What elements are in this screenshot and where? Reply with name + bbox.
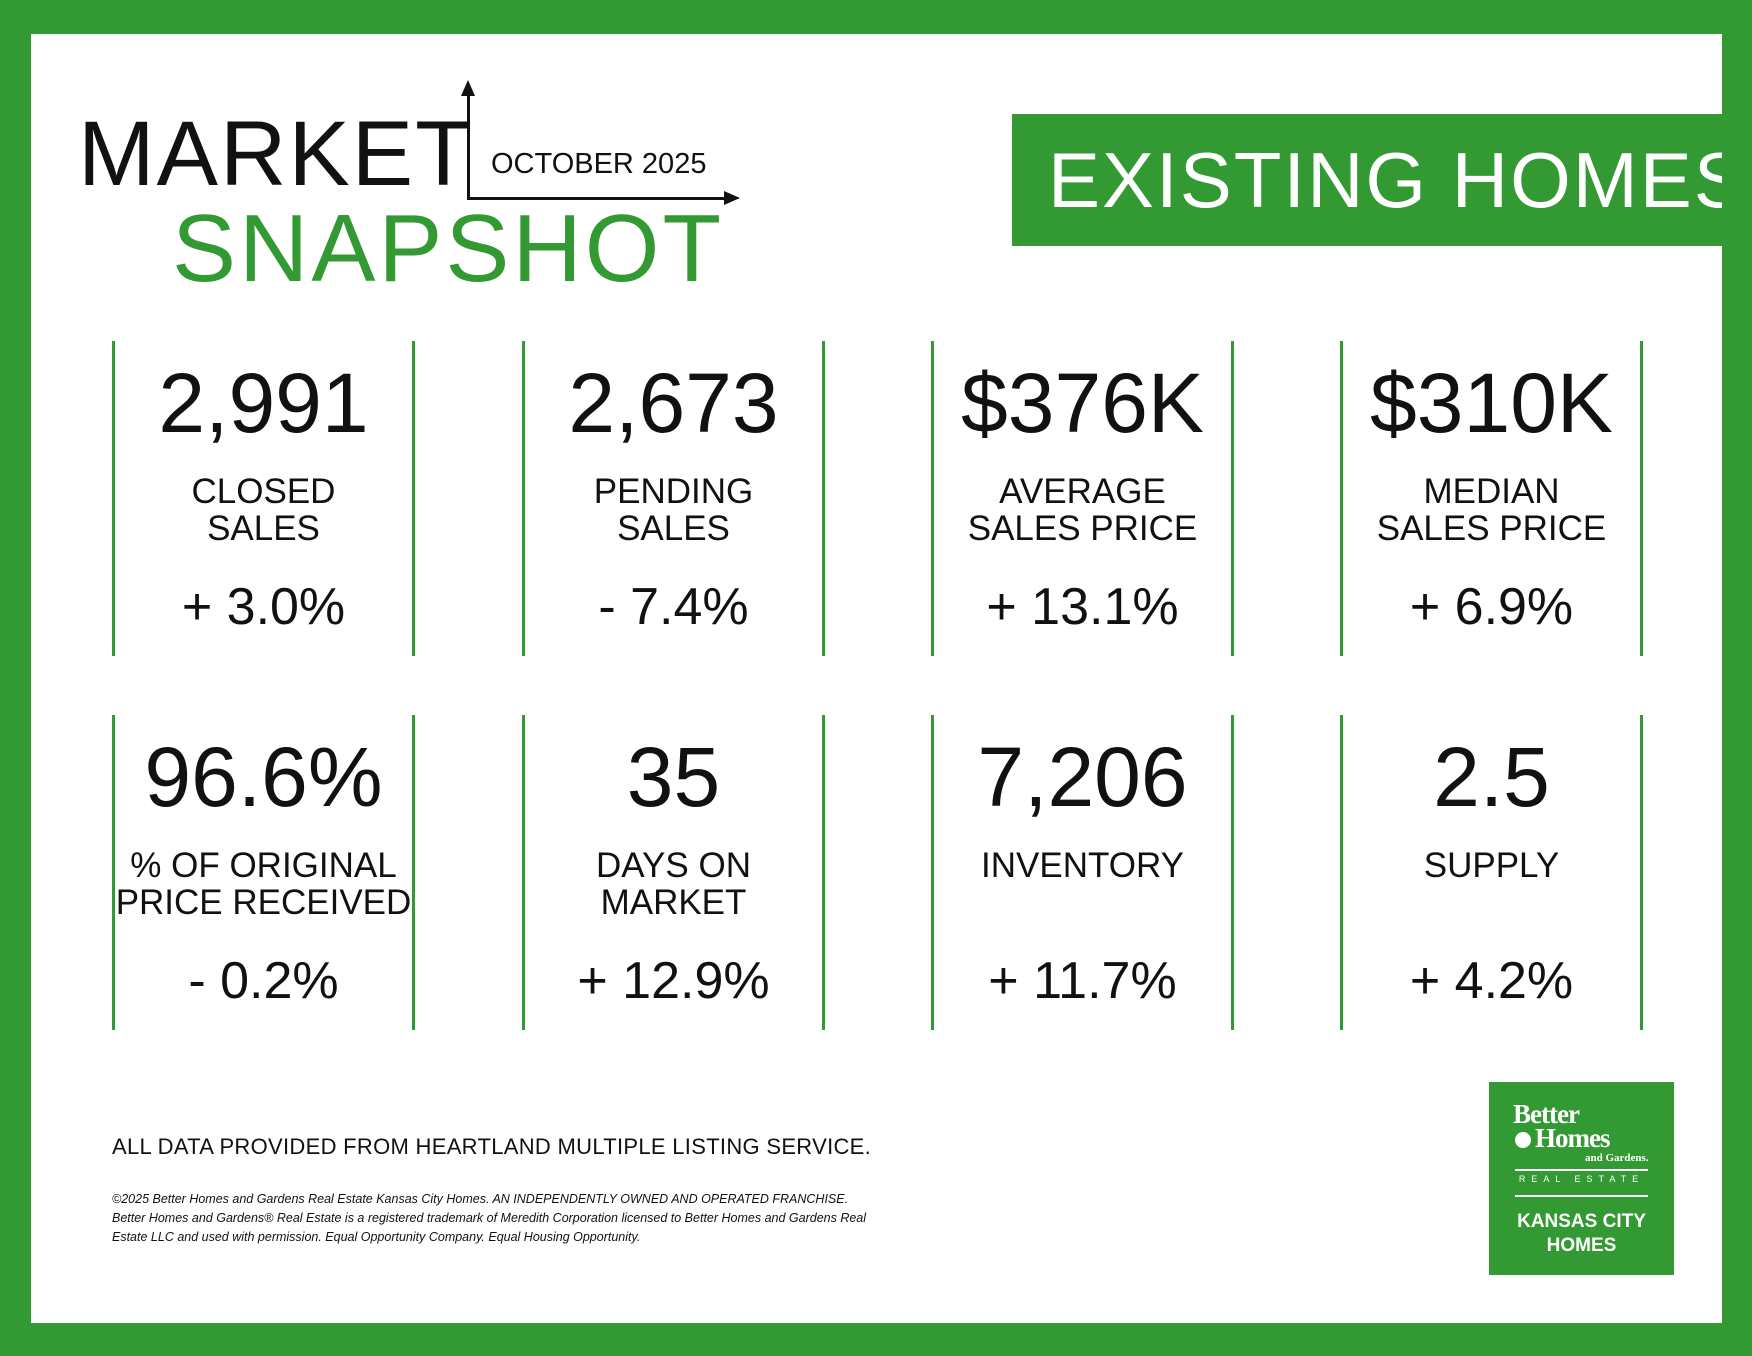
metric-card: 2.5 SUPPLY + 4.2% <box>1340 715 1643 1030</box>
metric-label-line: DAYS ON <box>596 846 751 885</box>
brand-logo: Better Homes and Gardens. REAL ESTATE KA… <box>1489 1082 1674 1275</box>
metric-value: $310K <box>1370 356 1613 450</box>
title-market: MARKET <box>78 103 474 205</box>
metric-change: + 12.9% <box>577 952 770 1010</box>
metric-card: $310K MEDIAN SALES PRICE + 6.9% <box>1340 341 1643 656</box>
metric-change: + 3.0% <box>181 578 346 636</box>
data-source-note: ALL DATA PROVIDED FROM HEARTLAND MULTIPL… <box>112 1134 872 1159</box>
metric-value: 96.6% <box>144 730 383 824</box>
metric-label-line: MEDIAN <box>1423 472 1560 511</box>
office-name-line: KANSAS CITY <box>1517 1211 1646 1232</box>
metric-label-line: PRICE RECEIVED <box>115 883 412 922</box>
metric-value: $376K <box>961 356 1204 450</box>
metric-label-line: MARKET <box>600 883 747 922</box>
logo-and-gardens: and Gardens. <box>1585 1152 1649 1164</box>
metric-label: % OF ORIGINAL PRICE RECEIVED <box>105 847 422 921</box>
logo-divider <box>1515 1195 1648 1197</box>
metric-value: 2,991 <box>158 356 369 450</box>
legal-line: Estate LLC and used with permission. Equ… <box>112 1230 641 1244</box>
legal-disclaimer: ©2025 Better Homes and Gardens Real Esta… <box>112 1190 866 1247</box>
leaf-icon <box>1515 1132 1531 1148</box>
metric-label-line: PENDING <box>593 472 754 511</box>
legal-line: Better Homes and Gardens® Real Estate is… <box>112 1211 867 1225</box>
legal-line: ©2025 Better Homes and Gardens Real Esta… <box>112 1192 849 1206</box>
logo-better: Better <box>1513 1099 1580 1129</box>
metric-card: $376K AVERAGE SALES PRICE + 13.1% <box>931 341 1234 656</box>
logo-divider <box>1515 1169 1648 1171</box>
metric-value: 2.5 <box>1433 730 1550 824</box>
logo-wordmark: Better Homes <box>1513 1099 1610 1153</box>
metric-value: 35 <box>626 730 721 824</box>
title-snapshot: SNAPSHOT <box>172 195 725 302</box>
metric-label: PENDING SALES <box>515 473 832 547</box>
metric-label-line: SALES PRICE <box>967 509 1198 548</box>
metric-card: 96.6% % OF ORIGINAL PRICE RECEIVED - 0.2% <box>112 715 415 1030</box>
arrow-right-icon <box>724 191 740 205</box>
metric-card: 35 DAYS ON MARKET + 12.9% <box>522 715 825 1030</box>
report-period: OCTOBER 2025 <box>491 148 707 180</box>
metric-card: 2,673 PENDING SALES - 7.4% <box>522 341 825 656</box>
metric-card: 2,991 CLOSED SALES + 3.0% <box>112 341 415 656</box>
metric-label: CLOSED SALES <box>105 473 422 547</box>
metric-label-line: SALES <box>207 509 320 548</box>
category-banner: EXISTING HOMES <box>1012 114 1722 246</box>
logo-real-estate: REAL ESTATE <box>1518 1174 1645 1184</box>
metric-label: INVENTORY <box>924 847 1241 884</box>
metric-label: SUPPLY <box>1333 847 1650 884</box>
arrow-up-icon <box>461 80 475 96</box>
metric-label-line: SALES <box>617 509 730 548</box>
metric-label: AVERAGE SALES PRICE <box>924 473 1241 547</box>
snapshot-page <box>31 34 1722 1323</box>
axis-horizontal-decoration <box>467 197 729 200</box>
metric-label-line: AVERAGE <box>999 472 1166 511</box>
logo-homes: Homes <box>1535 1123 1610 1153</box>
metric-label: DAYS ON MARKET <box>515 847 832 921</box>
metric-label-line: SUPPLY <box>1423 846 1560 885</box>
metric-label-line: % OF ORIGINAL <box>130 846 397 885</box>
metric-change: + 11.7% <box>988 952 1177 1010</box>
metric-label-line: CLOSED <box>191 472 336 511</box>
metric-change: - 0.2% <box>188 952 339 1010</box>
axis-vertical-decoration <box>467 88 470 200</box>
metric-label-line: INVENTORY <box>981 846 1184 885</box>
metric-card: 7,206 INVENTORY + 11.7% <box>931 715 1234 1030</box>
metric-value: 2,673 <box>568 356 779 450</box>
metric-label-line: SALES PRICE <box>1376 509 1607 548</box>
metric-change: + 13.1% <box>986 578 1179 636</box>
metric-change: + 6.9% <box>1409 578 1574 636</box>
office-name: KANSAS CITY HOMES <box>1489 1210 1674 1258</box>
metric-change: + 4.2% <box>1409 952 1574 1010</box>
metric-label: MEDIAN SALES PRICE <box>1333 473 1650 547</box>
metric-change: - 7.4% <box>598 578 749 636</box>
office-name-line: HOMES <box>1546 1235 1617 1256</box>
metric-value: 7,206 <box>977 730 1188 824</box>
